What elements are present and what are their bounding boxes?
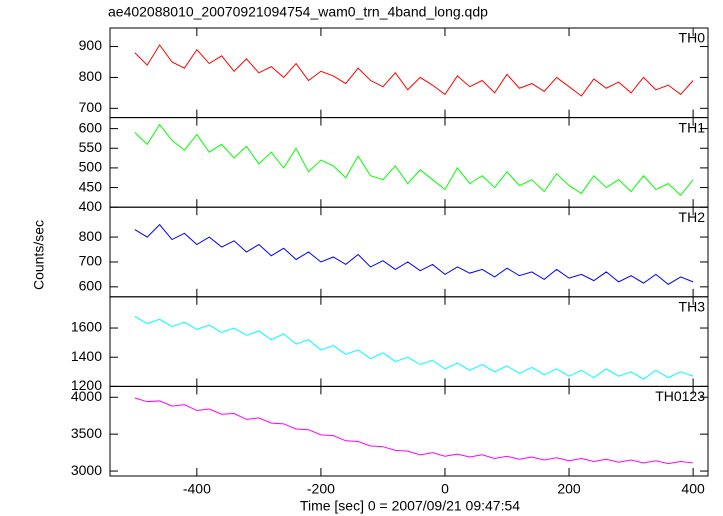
y-tick-label: 1200 xyxy=(71,377,102,393)
y-tick-label: 600 xyxy=(79,119,103,135)
series-line xyxy=(134,44,694,97)
panel-frame xyxy=(109,296,709,387)
chart-title: ae402088010_20070921094754_wam0_trn_4ban… xyxy=(108,4,488,20)
y-tick-label: 700 xyxy=(79,253,103,269)
y-axis-label: Counts/sec xyxy=(31,220,47,290)
panel-frame xyxy=(109,117,709,208)
series-label: TH2 xyxy=(679,209,706,225)
x-tick-label: 0 xyxy=(441,481,449,497)
panel-frame xyxy=(109,385,709,477)
panel-frame xyxy=(109,206,709,298)
x-tick-label: -200 xyxy=(307,481,335,497)
panel-frame xyxy=(109,27,709,119)
x-tick-label: -400 xyxy=(183,481,211,497)
y-tick-label: 800 xyxy=(79,228,103,244)
y-tick-label: 4000 xyxy=(71,388,102,404)
series-label: TH1 xyxy=(679,119,706,135)
y-tick-label: 1400 xyxy=(71,348,102,364)
y-tick-label: 700 xyxy=(79,99,103,115)
x-axis-label: Time [sec] 0 = 2007/09/21 09:47:54 xyxy=(300,498,520,514)
x-tick-label: 400 xyxy=(681,481,705,497)
y-tick-label: 1600 xyxy=(71,319,102,335)
series-line xyxy=(134,223,694,285)
y-tick-label: 550 xyxy=(79,139,103,155)
y-tick-label: 500 xyxy=(79,159,103,175)
y-tick-label: 3000 xyxy=(71,462,102,478)
y-tick-label: 400 xyxy=(79,198,103,214)
series-label: TH3 xyxy=(679,299,706,315)
series-label: TH0 xyxy=(679,30,706,46)
x-tick-label: 200 xyxy=(557,481,581,497)
y-tick-label: 800 xyxy=(79,68,103,84)
y-tick-label: 3500 xyxy=(71,425,102,441)
series-line xyxy=(134,123,694,197)
y-tick-label: 450 xyxy=(79,178,103,194)
series-label: TH0123 xyxy=(655,388,705,404)
series-line xyxy=(134,397,694,465)
y-tick-label: 600 xyxy=(79,278,103,294)
series-line xyxy=(134,315,694,380)
y-tick-label: 900 xyxy=(79,37,103,53)
